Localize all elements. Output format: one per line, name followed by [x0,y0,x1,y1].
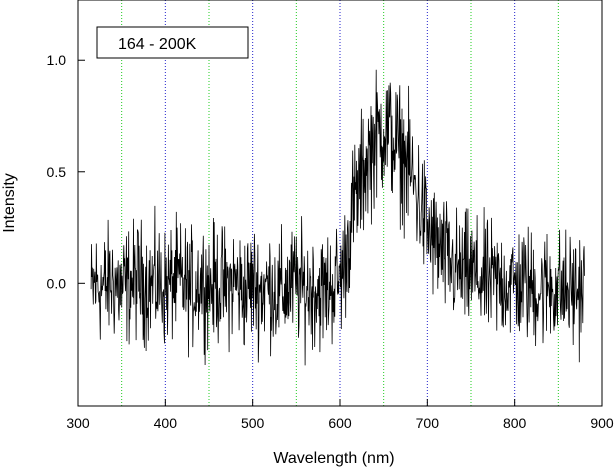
x-tick-label: 500 [241,415,265,431]
grid-lines [121,0,559,406]
legend-label: 164 - 200K [118,36,197,53]
y-axis: 0.0 0.5 1.0 [47,52,85,291]
x-tick-label: 300 [66,415,90,431]
x-axis-title: Wavelength (nm) [273,450,394,467]
x-tick-label: 800 [503,415,527,431]
x-tick-label: 400 [154,415,178,431]
x-tick-label: 900 [590,415,614,431]
y-tick-label: 1.0 [47,52,67,68]
y-tick-label: 0.0 [47,275,67,291]
x-tick-label: 700 [416,415,440,431]
x-axis: 300 400 500 600 700 800 900 [66,399,614,431]
legend-box: 164 - 200K [96,26,249,59]
y-tick-label: 0.5 [47,164,67,180]
x-tick-label: 600 [328,415,352,431]
legend-frame [96,26,249,59]
series-layer [90,69,585,366]
series-line [90,69,585,366]
y-axis-title: Intensity [1,173,18,233]
